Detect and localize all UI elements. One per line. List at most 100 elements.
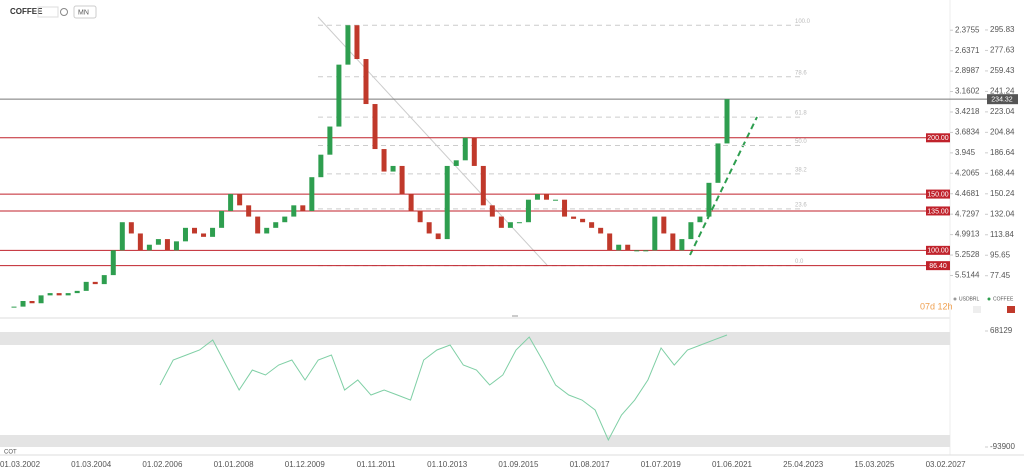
y2-tick-label: 5.2528 [955,250,980,259]
candle [137,233,143,251]
candle [20,300,26,307]
y-tick-label: 95.65 [990,250,1011,259]
y2-tick-label: 4.7297 [955,209,980,218]
candle [453,160,459,166]
y-tick-label: 223.04 [990,107,1015,116]
y2-tick-label: 3.4218 [955,107,980,116]
candle [345,25,351,65]
symbol[interactable]: COFFEE [10,7,43,16]
level-label: 135.00 [927,208,949,215]
candle [237,194,243,206]
candle [65,293,71,296]
candle [210,227,216,237]
y2-tick-label: 4.2065 [955,168,980,177]
candle [525,199,531,223]
level-tag [926,133,950,143]
x-tick-label: 15.03.2025 [854,460,895,469]
candle [119,222,125,251]
candle [309,177,315,211]
candle [255,216,261,234]
candle [29,300,35,304]
y2-tick-label: 4.4681 [955,189,980,198]
candle [661,216,667,234]
candle [543,194,549,200]
candle [516,222,522,224]
candle [164,239,170,251]
fib-label: 38.2 [795,167,807,173]
candle [47,293,53,296]
y-tick-label: 113.84 [990,230,1014,239]
indicator-band [0,435,950,447]
candle [264,227,270,234]
candle [92,281,98,285]
level-tag [926,261,950,271]
y2-tick-label: 4.9913 [955,230,980,239]
last-price-tag [987,94,1018,105]
legend-close[interactable] [973,306,981,313]
candle [399,165,405,195]
fib-label: 100.0 [795,19,811,25]
level-label: 100.00 [927,248,949,255]
x-tick-label: 03.02.2027 [926,460,967,469]
candle [670,233,676,251]
symbol-switch[interactable] [37,6,59,18]
candle [228,194,234,211]
indicator-line [159,334,728,442]
level-label: 200.00 [927,135,949,142]
candle [110,250,116,276]
clock-icon[interactable] [60,8,68,16]
indicator-name: COT [4,450,17,456]
candle [489,205,495,217]
candle [74,290,80,294]
candle [534,194,540,200]
candle [480,165,486,206]
candle [56,293,62,296]
candle [706,182,712,217]
candle [101,275,107,285]
candle [562,199,568,217]
indicator-band [0,332,950,345]
x-tick-label: 01.12.2009 [285,460,326,469]
candle [571,216,577,219]
candle [173,241,179,251]
candle [336,64,342,127]
candle [327,126,333,155]
trend-line[interactable] [689,116,758,256]
timeframe-box[interactable] [73,5,97,19]
candle [372,104,378,150]
y2-tick-label: 2.6371 [955,46,980,55]
x-tick-label: 01.10.2013 [427,460,468,469]
candle [363,59,369,105]
legend-dot [987,297,991,301]
candle [282,216,288,223]
candle [192,227,198,234]
fib-label: 78.6 [795,70,807,76]
candle [390,165,396,172]
x-tick-label: 01.08.2017 [570,460,611,469]
y-tick-label: 204.84 [990,127,1015,136]
last-price-label: 234.32 [991,97,1013,104]
candle [155,239,161,245]
x-tick-label: 01.07.2019 [641,460,682,469]
y-tick-label: 150.24 [990,189,1015,198]
fib-label: 23.6 [795,202,807,208]
countdown: 07d 12h [920,301,953,311]
candle [219,210,225,228]
candle [598,227,604,234]
legend-close[interactable] [1007,306,1015,313]
fib-label: 50.0 [795,139,807,145]
legend-item[interactable]: USDBRL [959,296,980,302]
candle [444,165,450,240]
candle [318,154,324,178]
timeframe[interactable]: MN [78,9,89,16]
legend-item[interactable]: COFFEE [993,296,1014,302]
y-tick-label: 295.83 [990,25,1015,34]
level-tag [926,245,950,255]
level-tag [926,206,950,216]
candle [300,205,306,211]
y2-tick-label: 3.6834 [955,128,980,137]
candle [643,250,649,252]
candle [607,233,613,251]
